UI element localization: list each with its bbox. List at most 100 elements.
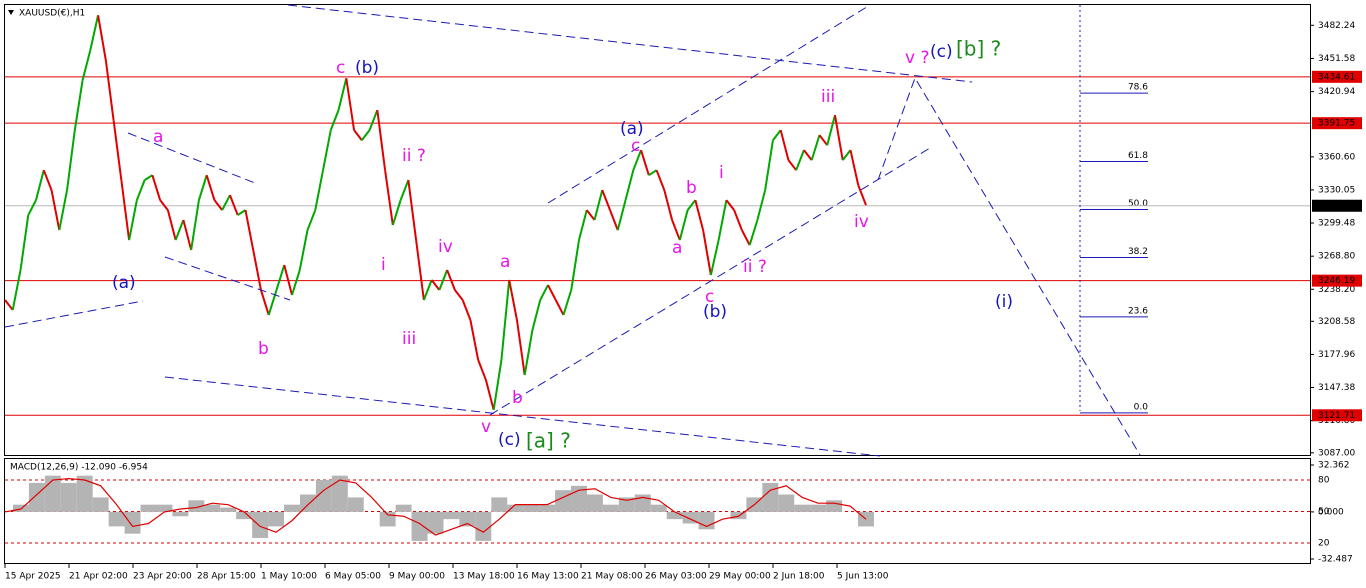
price-segment: [810, 134, 821, 161]
trend-line: [164, 376, 881, 457]
level-box: [1312, 70, 1362, 83]
price-segment: [135, 179, 146, 201]
price-segment: [748, 219, 759, 246]
symbol-title: XAUUSD(€),H1: [19, 9, 85, 19]
price-segment: [578, 209, 588, 241]
y-tick-label: 3330.05: [1318, 185, 1355, 195]
price-segment: [686, 199, 697, 211]
wave-label: (c): [930, 42, 953, 62]
wave-label: c: [705, 287, 714, 307]
level-label: 20: [1318, 539, 1330, 549]
price-segment: [361, 129, 371, 141]
histogram-bar: [459, 511, 476, 527]
price-segment: [803, 149, 813, 161]
fib-label: 78.6: [1128, 83, 1148, 93]
y-tick-label: 0.000: [1318, 507, 1344, 517]
price-segment: [337, 77, 348, 111]
wave-label: iii: [821, 87, 835, 107]
price-segment: [4, 299, 14, 311]
histogram-bar: [156, 504, 173, 512]
price-segment: [818, 134, 829, 146]
histogram-bar: [140, 504, 157, 512]
y-tick-label: 3177.96: [1318, 350, 1355, 360]
wave-label: v ?: [905, 48, 930, 68]
wave-label: (a): [112, 273, 136, 293]
price-segment: [112, 120, 123, 181]
trend-line: [164, 256, 291, 301]
price-segment: [237, 209, 246, 216]
histogram-bar: [188, 500, 205, 512]
x-tick-label: 21 Apr 02:00: [69, 572, 128, 582]
price-segment: [298, 229, 309, 271]
y-tick-label: 3299.48: [1318, 218, 1355, 228]
price-segment: [841, 149, 852, 161]
y-tick-label: 3360.60: [1318, 152, 1355, 162]
histogram-bar: [28, 482, 45, 512]
price-segment: [857, 184, 867, 206]
y-tick-label: -32.487: [1318, 555, 1353, 565]
y-tick-label: 3482.24: [1318, 21, 1355, 31]
price-segment: [725, 199, 735, 211]
price-segment: [11, 269, 22, 311]
price-segment: [415, 239, 425, 301]
menu-arrow[interactable]: [8, 10, 14, 15]
x-tick-label: 1 May 10:00: [261, 572, 317, 582]
price-segment: [663, 189, 674, 221]
price-segment: [229, 194, 239, 216]
wave-label: a: [672, 238, 682, 258]
price-segment: [554, 299, 565, 316]
histogram-bar: [172, 511, 189, 517]
histogram-bar: [555, 490, 572, 512]
trend-line: [127, 132, 256, 184]
price-segment: [477, 359, 487, 381]
price-segment: [151, 174, 162, 201]
wave-label: c: [336, 58, 345, 78]
price-segment: [733, 209, 743, 231]
x-tick-label: 9 May 00:00: [389, 572, 445, 582]
wave-label: b: [512, 388, 523, 408]
fib-label: 38.2: [1128, 247, 1148, 257]
price-segment: [601, 189, 611, 211]
price-segment: [260, 289, 270, 316]
histogram-bar: [443, 511, 460, 520]
price-segment: [384, 170, 394, 226]
price-box: [1312, 199, 1362, 212]
histogram-bar: [475, 511, 492, 541]
price-segment: [454, 289, 464, 301]
price-segment: [469, 319, 480, 361]
level-label: 3434.61: [1318, 72, 1355, 82]
layer: 3482.24 3451.58 3420.94 3360.60 3330.05 3299.…: [4, 15, 1362, 582]
level-box: [1312, 409, 1362, 422]
price-segment: [144, 174, 153, 181]
price-segment: [446, 269, 456, 291]
histogram-bar: [826, 500, 843, 512]
price-segment: [314, 169, 325, 211]
price-segment: [585, 209, 596, 221]
price-segment: [73, 80, 84, 131]
histogram-bar: [284, 504, 300, 512]
x-tick-label: 2 Jun 18:00: [773, 572, 825, 582]
price-segment: [368, 109, 379, 131]
price-segment: [283, 264, 293, 296]
price-segment: [430, 279, 441, 291]
price-segment: [89, 15, 100, 51]
price-segment: [353, 129, 363, 141]
price-segment: [329, 109, 340, 131]
wave-label: c: [631, 136, 640, 156]
price-segment: [35, 169, 45, 201]
y-tick-label: 3147.38: [1318, 383, 1355, 393]
price-segment: [345, 78, 356, 131]
price-segment: [531, 299, 542, 331]
x-tick-label: 29 May 00:00: [709, 572, 771, 582]
price-segment: [640, 149, 650, 176]
histogram-bar: [124, 511, 141, 534]
histogram-bar: [268, 511, 285, 527]
main-frame: [4, 4, 1311, 456]
x-tick-label: 28 Apr 15:00: [197, 572, 256, 582]
price-segment: [833, 115, 844, 161]
wave-label: iv: [438, 237, 453, 257]
fib-label: 50.0: [1128, 199, 1148, 209]
fib-label: 23.6: [1128, 306, 1148, 316]
price-segment: [609, 209, 619, 231]
